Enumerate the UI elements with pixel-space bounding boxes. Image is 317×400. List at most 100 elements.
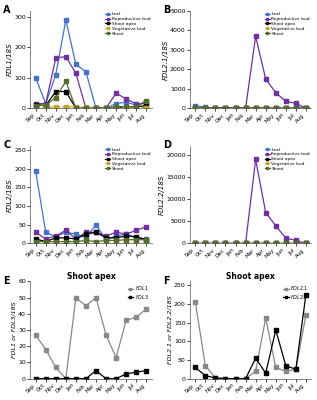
Shoot: [54, 95, 58, 100]
$FDL2.1$: [264, 316, 268, 320]
$FDL3$: [104, 376, 108, 381]
Shoot: [114, 104, 118, 109]
Shoot: [64, 239, 68, 244]
Leaf: [144, 236, 148, 241]
Leaf: [254, 106, 257, 111]
$FDL2.2$: [294, 367, 298, 372]
Vegetative bud: [284, 241, 288, 246]
Line: Leaf: Leaf: [194, 242, 308, 245]
$FDL2.1$: [284, 369, 288, 374]
Shoot apex: [193, 106, 197, 111]
Reproductive bud: [294, 238, 298, 243]
Vegetative bud: [104, 105, 108, 110]
Reproductive bud: [34, 101, 37, 106]
Shoot apex: [294, 241, 298, 246]
Legend: $FDL1$, $FDL3$: $FDL1$, $FDL3$: [127, 284, 149, 302]
$FDL2.2$: [244, 376, 248, 381]
Legend: Leaf, Reproductive bud, Shoot apex, Vegetative bud, Shoot: Leaf, Reproductive bud, Shoot apex, Vege…: [105, 147, 151, 171]
Shoot apex: [244, 106, 248, 111]
Vegetative bud: [74, 240, 78, 245]
Reproductive bud: [244, 241, 248, 246]
Line: Shoot apex: Shoot apex: [34, 230, 148, 243]
Leaf: [223, 241, 227, 246]
Line: Vegetative bud: Vegetative bud: [34, 105, 148, 109]
Vegetative bud: [234, 106, 237, 111]
Shoot apex: [264, 241, 268, 246]
Leaf: [204, 241, 207, 246]
Reproductive bud: [254, 34, 257, 39]
Reproductive bud: [44, 236, 48, 241]
$FDL2.1$: [274, 365, 278, 370]
$FDL1$: [144, 307, 148, 312]
Leaf: [64, 230, 68, 235]
Leaf: [214, 241, 217, 246]
Reproductive bud: [144, 224, 148, 229]
Shoot: [44, 239, 48, 244]
Vegetative bud: [54, 240, 58, 245]
Reproductive bud: [244, 106, 248, 111]
Shoot apex: [204, 106, 207, 111]
Line: Leaf: Leaf: [194, 104, 308, 110]
Vegetative bud: [84, 240, 88, 245]
Y-axis label: FDL1/18S: FDL1/18S: [7, 43, 13, 76]
$FDL1$: [54, 365, 58, 370]
$FDL1$: [84, 303, 88, 308]
Shoot: [104, 106, 108, 111]
Shoot: [104, 238, 108, 243]
$FDL2.2$: [264, 371, 268, 376]
Shoot apex: [74, 106, 78, 111]
Shoot apex: [294, 106, 298, 111]
Shoot: [124, 104, 128, 109]
Vegetative bud: [204, 106, 207, 111]
Shoot: [144, 237, 148, 242]
Reproductive bud: [94, 230, 98, 235]
Shoot: [264, 106, 268, 111]
Reproductive bud: [234, 241, 237, 246]
Reproductive bud: [104, 106, 108, 111]
Shoot apex: [244, 241, 248, 246]
Vegetative bud: [244, 106, 248, 111]
Reproductive bud: [284, 236, 288, 240]
Vegetative bud: [254, 106, 257, 111]
Text: D: D: [163, 140, 171, 150]
Y-axis label: FDL2.2/18S: FDL2.2/18S: [159, 175, 165, 215]
Vegetative bud: [104, 240, 108, 245]
Shoot apex: [234, 241, 237, 246]
Reproductive bud: [134, 228, 138, 233]
Reproductive bud: [64, 54, 68, 59]
Leaf: [44, 230, 48, 235]
Shoot: [204, 106, 207, 111]
Shoot: [304, 106, 308, 111]
Leaf: [84, 69, 88, 74]
Leaf: [114, 234, 118, 238]
$FDL3$: [64, 376, 68, 381]
Vegetative bud: [94, 240, 98, 245]
Reproductive bud: [94, 106, 98, 111]
Shoot: [234, 241, 237, 246]
$FDL1$: [74, 295, 78, 300]
Vegetative bud: [74, 104, 78, 109]
$FDL3$: [134, 370, 138, 375]
$FDL2.1$: [223, 376, 227, 381]
Reproductive bud: [304, 106, 308, 111]
Vegetative bud: [264, 106, 268, 111]
Shoot apex: [254, 241, 257, 246]
Vegetative bud: [294, 241, 298, 246]
Leaf: [274, 241, 278, 246]
$FDL1$: [124, 318, 128, 323]
Shoot apex: [144, 103, 148, 108]
Vegetative bud: [204, 241, 207, 246]
Text: C: C: [3, 140, 10, 150]
Text: E: E: [3, 276, 10, 286]
Vegetative bud: [284, 106, 288, 111]
Leaf: [54, 72, 58, 77]
$FDL3$: [54, 376, 58, 381]
Leaf: [193, 241, 197, 246]
Reproductive bud: [223, 106, 227, 111]
Line: $FDL2.2$: $FDL2.2$: [194, 293, 308, 380]
Y-axis label: FDL2.1 or FDL2.2/18S: FDL2.1 or FDL2.2/18S: [167, 296, 172, 364]
Vegetative bud: [254, 241, 257, 246]
Reproductive bud: [104, 234, 108, 238]
Vegetative bud: [134, 105, 138, 110]
$FDL2.2$: [254, 356, 257, 360]
